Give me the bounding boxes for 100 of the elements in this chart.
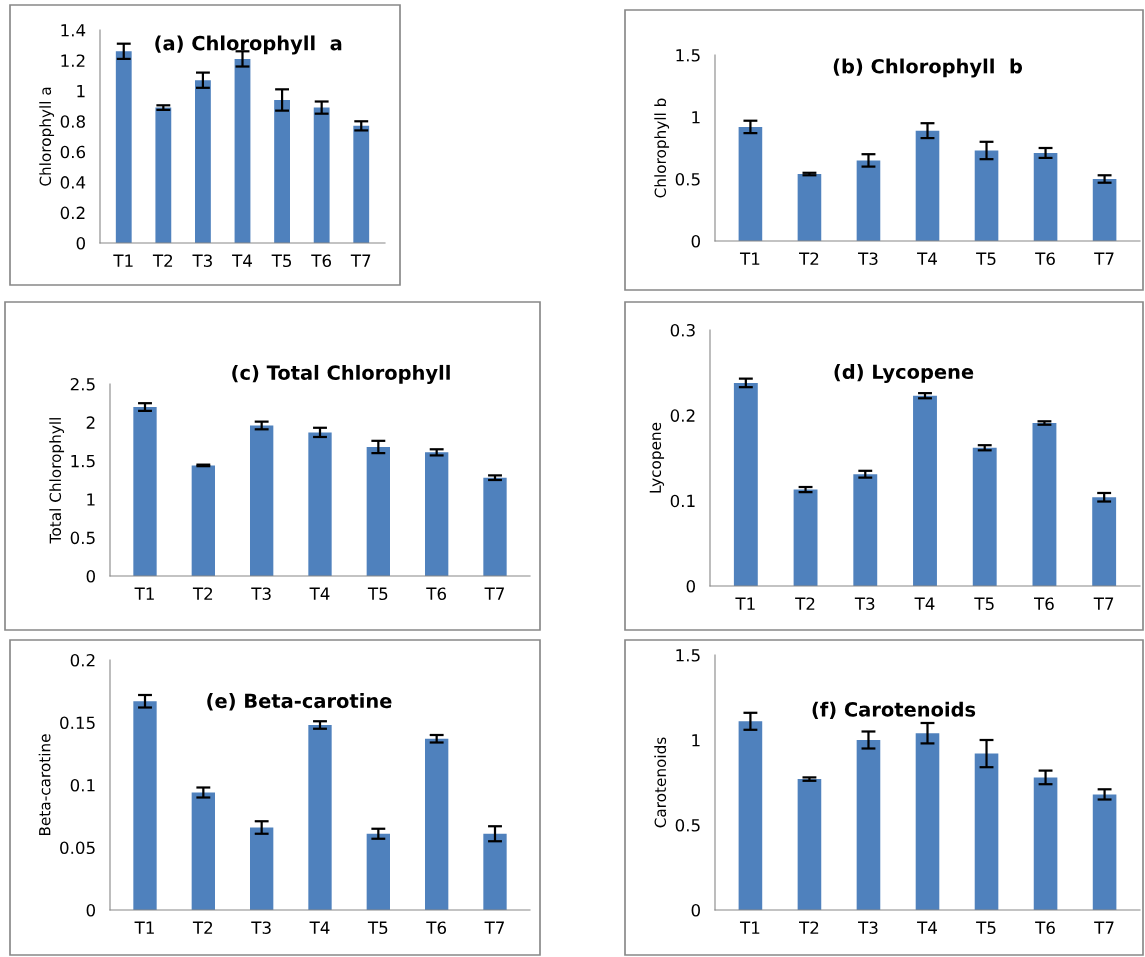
bar <box>1092 179 1117 241</box>
x-tick-label: T4 <box>309 921 330 934</box>
bar <box>133 701 157 910</box>
x-tick-label: T2 <box>799 921 819 934</box>
bar <box>915 733 940 910</box>
bar <box>191 465 215 576</box>
x-tick-label: T4 <box>917 252 937 265</box>
bar <box>366 446 390 576</box>
bar <box>234 58 251 243</box>
bar <box>483 833 507 910</box>
x-tick-label: T6 <box>1034 597 1054 611</box>
y-tick-label: 0 <box>86 569 95 583</box>
x-tick-label: T1 <box>735 597 755 610</box>
y-tick-label: 0 <box>86 903 95 917</box>
bar <box>1033 777 1058 910</box>
y-tick-label: 0.15 <box>60 716 95 730</box>
x-tick-label: T1 <box>739 252 760 265</box>
y-tick-label: 0 <box>691 234 700 248</box>
bar <box>1092 497 1117 586</box>
y-tick-label: 1.5 <box>676 49 700 62</box>
y-axis-title: Lycopene <box>649 422 665 493</box>
y-tick-label: 0.2 <box>60 206 85 220</box>
bar <box>133 407 157 576</box>
bar <box>853 474 878 586</box>
bar <box>913 395 937 586</box>
bar <box>797 779 822 910</box>
x-tick-label: T5 <box>367 587 388 601</box>
x-tick-label: T2 <box>192 921 213 934</box>
x-tick-label: T6 <box>1035 921 1055 935</box>
x-tick-label: T5 <box>367 921 388 935</box>
bar <box>274 99 290 243</box>
bar <box>115 51 132 243</box>
x-tick-label: T5 <box>974 597 994 611</box>
text: (e) Beta-carotine <box>207 693 392 711</box>
bar <box>1092 794 1117 910</box>
x-tick-label: T1 <box>113 254 133 267</box>
y-tick-label: 0.2 <box>670 409 695 422</box>
x-tick-label: T3 <box>858 252 878 266</box>
y-axis-title: Beta-carotine <box>38 734 51 836</box>
y-tick-label: 0.5 <box>675 818 700 832</box>
x-tick-label: T3 <box>858 921 878 935</box>
bar <box>738 126 763 241</box>
bar <box>250 425 274 576</box>
y-tick-label: 0.6 <box>60 145 86 159</box>
bar <box>483 477 507 576</box>
x-tick-label: T2 <box>799 252 819 265</box>
y-tick-label: 2.5 <box>70 377 95 391</box>
x-tick-label: T2 <box>152 254 173 267</box>
x-tick-label: T3 <box>251 587 271 601</box>
y-tick-label: 2 <box>86 416 95 429</box>
y-axis-title: Carotenoids <box>654 737 667 828</box>
y-tick-label: 0.4 <box>60 176 86 189</box>
y-tick-label: 0.8 <box>60 115 85 128</box>
bar <box>191 792 215 910</box>
y-tick-label: 1 <box>77 85 85 98</box>
bar <box>797 174 822 241</box>
bar <box>308 725 332 910</box>
x-tick-label: T6 <box>426 587 447 601</box>
x-tick-label: T6 <box>311 254 332 268</box>
y-tick-label: 1 <box>692 111 700 124</box>
x-tick-label: T3 <box>192 254 212 268</box>
bar <box>915 130 940 241</box>
y-tick-label: 0 <box>686 579 695 593</box>
bar <box>733 382 758 586</box>
x-tick-label: T4 <box>917 921 937 934</box>
text: (d) Lycopene <box>834 364 974 384</box>
bar <box>1032 423 1057 586</box>
bar <box>353 125 370 243</box>
y-tick-label: 0.5 <box>675 172 700 186</box>
x-tick-label: T3 <box>854 597 875 611</box>
bar <box>974 150 999 241</box>
y-tick-label: 1.5 <box>71 454 95 468</box>
x-tick-label: T7 <box>484 921 504 934</box>
x-tick-label: T7 <box>350 254 371 267</box>
y-axis-title: Chlorophyll b <box>654 98 670 198</box>
y-tick-label: 1.4 <box>61 24 86 37</box>
y-tick-label: 0.5 <box>70 531 95 545</box>
y-tick-label: 0.1 <box>70 778 95 792</box>
y-tick-label: 0 <box>691 903 700 917</box>
x-tick-label: T4 <box>914 597 935 610</box>
chart-title: (b) Chlorophyll b <box>833 58 1023 78</box>
chart-title: (a) Chlorophyll a <box>155 35 342 55</box>
bar <box>425 452 449 576</box>
x-tick-label: T1 <box>134 921 154 934</box>
x-tick-label: T5 <box>271 254 292 268</box>
bar <box>793 489 818 586</box>
bar <box>425 738 449 910</box>
y-tick-label: 0.2 <box>70 653 95 667</box>
x-tick-label: T7 <box>1093 597 1114 610</box>
x-tick-label: T7 <box>1094 252 1114 265</box>
y-tick-label: 1.2 <box>61 54 85 67</box>
y-tick-label: 0 <box>76 236 85 250</box>
bar <box>195 80 211 243</box>
x-tick-label: T6 <box>426 921 447 935</box>
y-axis-title: Chlorophyll a <box>39 87 55 186</box>
x-tick-label: T4 <box>232 254 252 267</box>
x-tick-label: T1 <box>739 921 760 934</box>
y-tick-label: 0.1 <box>670 494 695 508</box>
bar <box>972 447 997 586</box>
x-tick-label: T2 <box>795 597 815 610</box>
